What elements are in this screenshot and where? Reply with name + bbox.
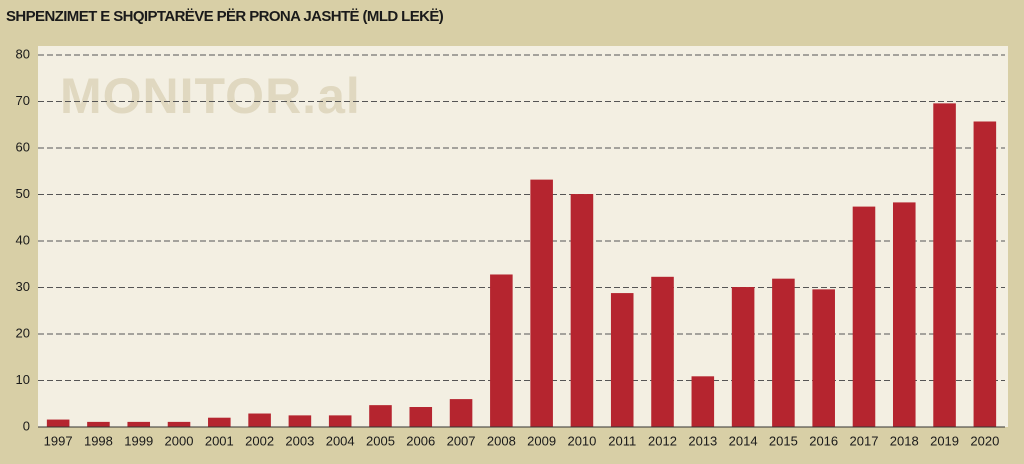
y-tick-label: 10	[16, 372, 30, 387]
y-tick-label: 0	[23, 418, 30, 433]
watermark: MONITOR.al	[60, 68, 361, 124]
bar	[570, 194, 594, 427]
x-tick-label: 1999	[124, 433, 153, 448]
x-tick-label: 2008	[487, 433, 516, 448]
x-tick-label: 2016	[809, 433, 838, 448]
bar	[46, 419, 70, 427]
x-tick-label: 2001	[205, 433, 234, 448]
y-tick-label: 60	[16, 139, 30, 154]
y-tick-label: 50	[16, 186, 30, 201]
bar	[87, 421, 110, 427]
bar	[651, 276, 674, 427]
bar	[208, 417, 231, 427]
x-tick-label: 2009	[527, 433, 556, 448]
bar	[167, 421, 191, 427]
x-tick-label: 2015	[769, 433, 798, 448]
bar	[127, 421, 151, 427]
bar	[973, 121, 997, 428]
bar	[449, 399, 473, 427]
x-tick-label: 2011	[608, 433, 636, 448]
x-tick-label: 2005	[366, 433, 395, 448]
x-tick-label: 2013	[688, 433, 717, 448]
x-tick-label: 2006	[406, 433, 435, 448]
bar	[772, 278, 795, 427]
bar	[610, 293, 634, 427]
bar	[691, 376, 715, 427]
bar	[812, 289, 835, 427]
x-tick-label: 2002	[245, 433, 274, 448]
chart-title: SHPENZIMET E SHQIPTARËVE PËR PRONA JASHT…	[6, 8, 444, 25]
x-tick-label: 2000	[165, 433, 194, 448]
x-tick-label: 2004	[326, 433, 355, 448]
plot-area	[38, 46, 1008, 427]
bar	[892, 202, 916, 427]
x-tick-label: 2003	[285, 433, 314, 448]
x-tick-label: 1997	[44, 433, 73, 448]
x-tick-label: 2010	[567, 433, 596, 448]
bar	[933, 103, 956, 428]
bar	[490, 274, 513, 427]
y-tick-label: 30	[16, 279, 30, 294]
bar	[369, 405, 392, 427]
bar	[248, 413, 271, 427]
bar	[530, 179, 553, 427]
y-tick-label: 20	[16, 325, 30, 340]
y-tick-label: 80	[16, 46, 30, 61]
y-tick-label: 70	[16, 93, 30, 108]
x-tick-label: 2017	[850, 433, 879, 448]
bar	[328, 415, 352, 427]
x-tick-label: 1998	[84, 433, 113, 448]
x-tick-label: 2012	[648, 433, 677, 448]
x-tick-label: 2019	[930, 433, 959, 448]
bar	[288, 415, 312, 427]
x-tick-label: 2007	[447, 433, 476, 448]
bar	[731, 287, 755, 427]
x-tick-label: 2018	[890, 433, 919, 448]
bar	[852, 206, 876, 427]
bar	[409, 407, 433, 427]
y-tick-label: 40	[16, 232, 30, 247]
x-tick-label: 2020	[970, 433, 999, 448]
x-tick-label: 2014	[729, 433, 758, 448]
